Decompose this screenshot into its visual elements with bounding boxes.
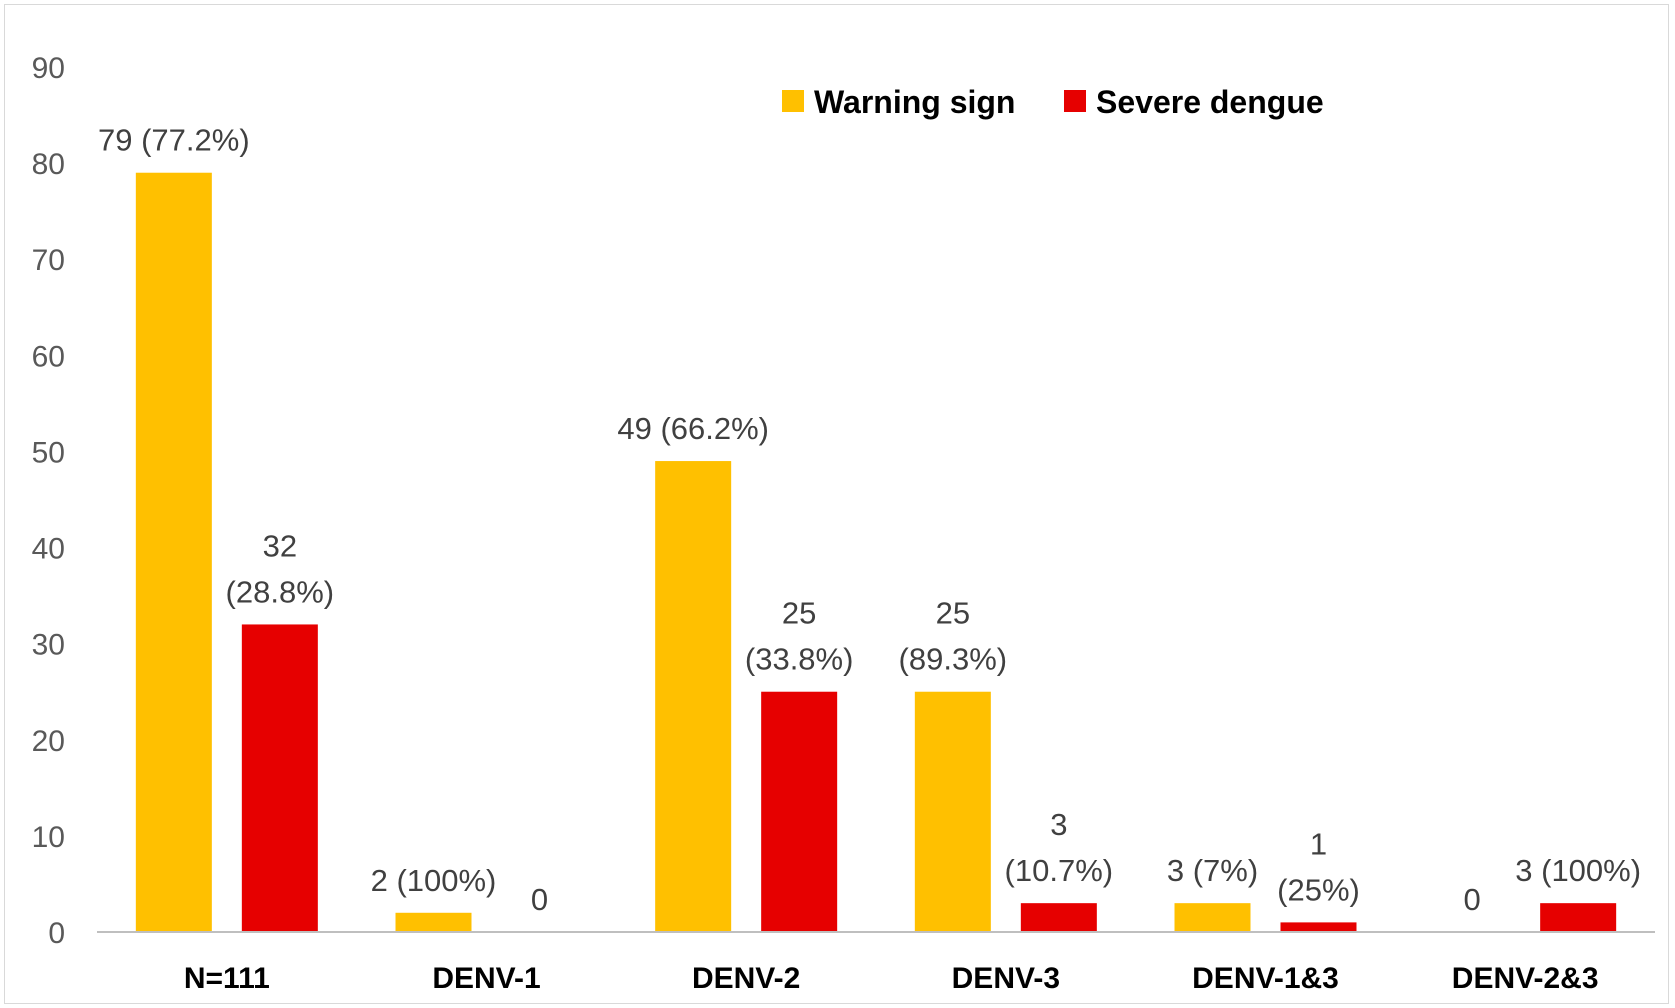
y-tick-label: 90 <box>32 52 65 85</box>
bar-warning-sign <box>914 691 991 932</box>
legend-label: Severe dengue <box>1096 84 1324 120</box>
y-tick-label: 70 <box>32 244 65 277</box>
y-tick-label: 50 <box>32 436 65 469</box>
data-label: 3 (7%) <box>1167 853 1258 888</box>
y-tick-label: 40 <box>32 533 65 566</box>
data-label: (28.8%) <box>226 574 335 609</box>
data-label: 1 <box>1310 826 1327 861</box>
data-label: 2 (100%) <box>371 863 497 898</box>
x-category-label: N=111 <box>184 962 270 995</box>
data-label: (33.8%) <box>745 642 854 677</box>
data-label: 32 <box>263 528 297 563</box>
data-label: 49 (66.2%) <box>617 411 769 446</box>
y-tick-label: 20 <box>32 725 65 758</box>
bar-severe-dengue <box>1020 903 1097 932</box>
bar-warning-sign <box>395 912 472 932</box>
x-category-label: DENV-2 <box>692 962 800 995</box>
bar-severe-dengue <box>1280 922 1357 932</box>
data-label: 3 <box>1050 807 1067 842</box>
bar-warning-sign <box>135 172 212 932</box>
y-tick-label: 30 <box>32 629 65 662</box>
data-label: 0 <box>531 882 548 917</box>
x-axis: N=111 DENV-1 DENV-2 DENV-3 DENV-1&3 DENV-2&3 <box>184 962 1599 995</box>
data-label: 25 <box>936 596 970 631</box>
data-label: 25 <box>782 596 816 631</box>
bar-warning-sign <box>1174 903 1251 932</box>
legend: Warning sign Severe dengue <box>782 84 1324 120</box>
bars <box>135 172 1617 932</box>
y-axis: 0 10 20 30 40 50 60 70 80 90 <box>32 52 65 950</box>
data-label: (10.7%) <box>1005 853 1114 888</box>
x-category-label: DENV-3 <box>952 962 1060 995</box>
legend-swatch <box>1064 90 1086 112</box>
y-tick-label: 60 <box>32 340 65 373</box>
bar-warning-sign <box>655 461 732 932</box>
x-category-label: DENV-1 <box>432 962 540 995</box>
y-tick-label: 80 <box>32 148 65 181</box>
y-tick-label: 0 <box>48 917 65 950</box>
x-category-label: DENV-2&3 <box>1452 962 1599 995</box>
legend-label: Warning sign <box>814 84 1015 120</box>
bar-severe-dengue <box>1540 903 1617 932</box>
data-label: (25%) <box>1277 872 1360 907</box>
bar-severe-dengue <box>241 624 318 932</box>
data-label: (89.3%) <box>899 642 1008 677</box>
y-tick-label: 10 <box>32 821 65 854</box>
data-labels: 79 (77.2%) 32 (28.8%) 2 (100%) 0 49 (66.2%) 25… <box>98 123 1641 917</box>
data-label: 0 <box>1464 882 1481 917</box>
chart-frame: 0 10 20 30 40 50 60 70 80 90 N=111 DENV-1 DENV-2 DEN… <box>4 4 1669 1004</box>
data-label: 3 (100%) <box>1515 853 1641 888</box>
bar-severe-dengue <box>761 691 838 932</box>
x-category-label: DENV-1&3 <box>1192 962 1339 995</box>
legend-swatch <box>782 90 804 112</box>
data-label: 79 (77.2%) <box>98 123 250 158</box>
